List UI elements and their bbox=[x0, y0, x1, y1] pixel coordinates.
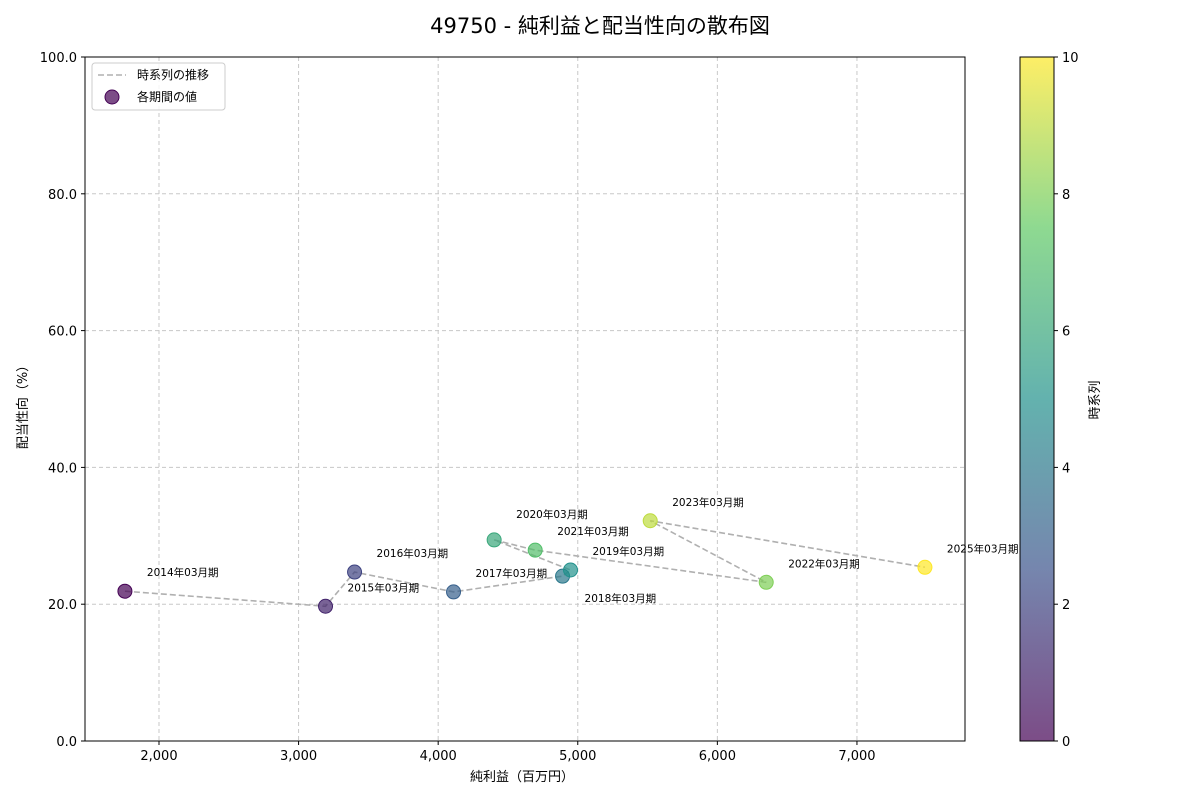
data-point bbox=[486, 532, 502, 548]
x-tick-label: 6,000 bbox=[699, 749, 736, 764]
point-label: 2018年03月期 bbox=[585, 592, 657, 605]
plot-frame bbox=[84, 56, 966, 742]
point-label: 2022年03月期 bbox=[788, 557, 860, 570]
legend-trend-label: 時系列の推移 bbox=[137, 68, 209, 82]
legend-points-label: 各期間の値 bbox=[137, 89, 197, 104]
data-point bbox=[758, 574, 774, 590]
point-label: 2019年03月期 bbox=[593, 545, 665, 558]
colorbar-gradient bbox=[1019, 56, 1055, 742]
legend-marker-icon bbox=[104, 89, 120, 105]
trend-line bbox=[124, 519, 926, 608]
colorbar-tick-label: 8 bbox=[1062, 188, 1070, 203]
y-tick-label: 0.0 bbox=[56, 735, 77, 750]
data-point bbox=[917, 559, 933, 575]
data-point bbox=[446, 584, 462, 600]
colorbar-tick-label: 2 bbox=[1062, 598, 1070, 613]
axes: 2,000 3,000 4,000 5,000 6,000 7,000 0.0 20.0 40.… bbox=[40, 51, 876, 764]
points: 2014年03月期 2015年03月期 2016年03月期 2017年03月期 2018… bbox=[117, 496, 1019, 614]
data-point bbox=[117, 583, 133, 599]
y-tick-label: 20.0 bbox=[48, 598, 77, 613]
x-axis-label: 純利益（百万円） bbox=[470, 770, 574, 785]
point-label: 2016年03月期 bbox=[377, 547, 449, 560]
x-tick-label: 7,000 bbox=[838, 749, 875, 764]
data-point bbox=[318, 598, 334, 614]
colorbar-tick-label: 6 bbox=[1062, 325, 1070, 340]
legend: 時系列の推移 各期間の値 bbox=[91, 62, 226, 111]
colorbar: 0 2 4 6 8 10 時系列 bbox=[1019, 51, 1103, 750]
data-point bbox=[527, 542, 543, 558]
colorbar-tick-label: 10 bbox=[1062, 51, 1079, 66]
data-point bbox=[563, 562, 579, 578]
data-point bbox=[642, 513, 658, 529]
point-label: 2021年03月期 bbox=[557, 525, 629, 538]
y-tick-label: 40.0 bbox=[48, 461, 77, 476]
colorbar-tick-label: 4 bbox=[1062, 461, 1070, 476]
colorbar-label: 時系列 bbox=[1088, 380, 1103, 419]
colorbar-tick-label: 0 bbox=[1062, 735, 1070, 750]
point-label: 2023年03月期 bbox=[672, 496, 744, 509]
y-tick-label: 100.0 bbox=[40, 51, 77, 66]
y-tick-label: 60.0 bbox=[48, 325, 77, 340]
chart-title: 49750 - 純利益と配当性向の散布図 bbox=[430, 14, 770, 38]
x-tick-label: 2,000 bbox=[140, 749, 177, 764]
data-point bbox=[347, 564, 363, 580]
point-label: 2017年03月期 bbox=[476, 567, 548, 580]
y-axis-label: 配当性向（%） bbox=[15, 359, 31, 449]
point-label: 2014年03月期 bbox=[147, 566, 219, 579]
y-tick-label: 80.0 bbox=[48, 188, 77, 203]
point-label: 2020年03月期 bbox=[516, 508, 588, 521]
x-tick-label: 4,000 bbox=[420, 749, 457, 764]
x-tick-label: 3,000 bbox=[280, 749, 317, 764]
point-label: 2025年03月期 bbox=[947, 542, 1019, 555]
point-label: 2015年03月期 bbox=[348, 581, 420, 594]
grid bbox=[85, 56, 965, 742]
x-tick-label: 5,000 bbox=[559, 749, 596, 764]
